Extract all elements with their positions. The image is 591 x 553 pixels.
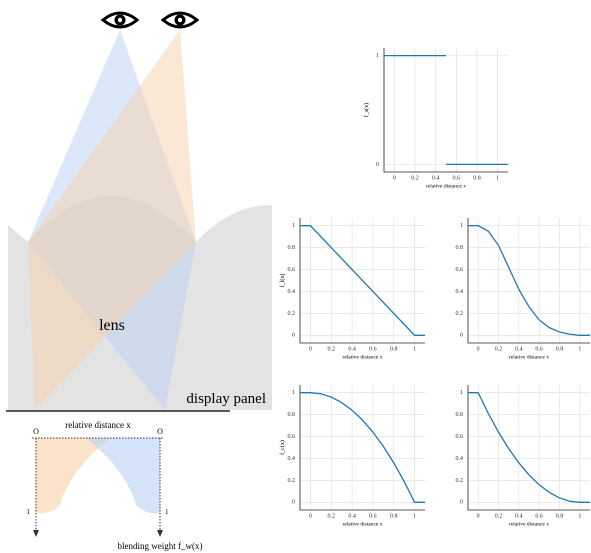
x-tick-label: 0.6 bbox=[535, 346, 543, 352]
y-axis-label: f_s(x) bbox=[363, 103, 370, 117]
axis bbox=[468, 218, 590, 343]
data-line bbox=[300, 393, 425, 503]
x-tick-label: 0.8 bbox=[473, 175, 481, 181]
y-tick-label: 0.4 bbox=[288, 456, 296, 462]
diagram: lens display panel relative distance x O… bbox=[6, 13, 272, 551]
y-tick-label: 0.8 bbox=[288, 412, 296, 418]
x-tick-label: 0 bbox=[309, 513, 312, 519]
y-tick-label: 0 bbox=[292, 500, 295, 506]
axis bbox=[384, 48, 508, 172]
x-tick-label: 0.6 bbox=[369, 346, 377, 352]
y-tick-label: 0.4 bbox=[456, 289, 464, 295]
x-tick-label: 0.4 bbox=[432, 175, 440, 181]
x-tick-label: 0.2 bbox=[495, 513, 503, 519]
x-tick-label: 0 bbox=[477, 346, 480, 352]
x-tick-label: 0.6 bbox=[453, 175, 461, 181]
y-axis-label: f_l(x) bbox=[279, 274, 286, 288]
weight-label: blending weight f_w(x) bbox=[118, 541, 203, 551]
y-axis-label: f_c(x) bbox=[279, 440, 286, 455]
y-tick-label: 0.2 bbox=[288, 478, 296, 484]
x-tick-label: 0.8 bbox=[556, 513, 564, 519]
x-tick-label: 0.8 bbox=[556, 346, 564, 352]
x-tick-label: 1 bbox=[413, 346, 416, 352]
chart: 0 0.2 0.4 0.6 0.8 1 0 0.2 0.4 0.6 0.8 1 relative dis… bbox=[456, 385, 591, 527]
eye-left bbox=[103, 13, 137, 27]
x-tick-label: 0 bbox=[393, 175, 396, 181]
arrow-head bbox=[33, 530, 39, 537]
data-line bbox=[468, 393, 590, 503]
arrow-head bbox=[157, 530, 163, 537]
data-line bbox=[384, 56, 508, 165]
y-tick-label: 0 bbox=[376, 162, 379, 168]
chart: 0 0.2 0.4 0.6 0.8 1 0 0.2 0.4 0.6 0.8 1 relative dis… bbox=[279, 385, 425, 527]
x-axis-label: relative distance x bbox=[342, 354, 382, 360]
x-tick-label: 0.4 bbox=[348, 513, 356, 519]
x-tick-label: 0.4 bbox=[515, 513, 523, 519]
x-axis-label: relative distance x bbox=[509, 521, 549, 527]
y-tick-label: 0.2 bbox=[288, 311, 296, 317]
y-tick-label: 0.8 bbox=[456, 412, 464, 418]
x-tick-label: 0.4 bbox=[515, 346, 523, 352]
data-line bbox=[468, 226, 590, 336]
x-tick-label: 1 bbox=[496, 175, 499, 181]
x-tick-label: 0.8 bbox=[390, 513, 398, 519]
chart: 0 0.2 0.4 0.6 0.8 1 0 0.2 0.4 0.6 0.8 1 relative dis… bbox=[456, 218, 591, 360]
figure: lens display panel relative distance x O… bbox=[0, 0, 591, 553]
y-tick-label: 0 bbox=[292, 333, 295, 339]
x-tick-label: 0.2 bbox=[328, 346, 336, 352]
y-tick-label: 0.2 bbox=[456, 311, 464, 317]
y-tick-label: 1 bbox=[292, 223, 295, 229]
x-tick-label: 0.2 bbox=[495, 346, 503, 352]
blue-weight bbox=[86, 438, 160, 513]
y-tick-label: 1 bbox=[460, 390, 463, 396]
y-tick-label: 0.6 bbox=[456, 434, 464, 440]
origin-label: O bbox=[33, 427, 39, 436]
y-tick-label: 0.8 bbox=[288, 245, 296, 251]
y-tick-label: 0 bbox=[460, 333, 463, 339]
axis bbox=[300, 385, 425, 510]
orange-weight bbox=[36, 438, 110, 513]
y-tick-label: 1 bbox=[376, 53, 379, 59]
eye-right bbox=[163, 13, 197, 27]
y-tick-label: 0.4 bbox=[288, 289, 296, 295]
x-tick-label: 0.6 bbox=[535, 513, 543, 519]
y-tick-label: 1 bbox=[460, 223, 463, 229]
one-label: 1 bbox=[165, 508, 169, 516]
x-tick-label: 0.2 bbox=[328, 513, 336, 519]
x-tick-label: 0.4 bbox=[348, 346, 356, 352]
data-line bbox=[300, 226, 425, 336]
y-tick-label: 0 bbox=[460, 500, 463, 506]
y-tick-label: 0.6 bbox=[288, 434, 296, 440]
chart: 0 0.2 0.4 0.6 0.8 1 0 1 relative distance x f_s(x… bbox=[363, 48, 508, 189]
x-tick-label: 0 bbox=[309, 346, 312, 352]
y-tick-label: 0.4 bbox=[456, 456, 464, 462]
x-axis-label: relative distance x bbox=[342, 521, 382, 527]
axis-label: relative distance x bbox=[65, 420, 131, 430]
lens-label: lens bbox=[99, 317, 125, 334]
y-tick-label: 1 bbox=[292, 390, 295, 396]
x-axis-label: relative distance x bbox=[509, 354, 549, 360]
chart: 0 0.2 0.4 0.6 0.8 1 0 0.2 0.4 0.6 0.8 1 relative dis… bbox=[279, 218, 425, 360]
x-axis-label: relative distance x bbox=[426, 183, 466, 189]
y-tick-label: 0.2 bbox=[456, 478, 464, 484]
x-tick-label: 0.2 bbox=[411, 175, 419, 181]
x-tick-label: 1 bbox=[578, 513, 581, 519]
page: {"diagram": {"lens": "lens", "panel": "d… bbox=[0, 0, 591, 553]
panel-label: display panel bbox=[186, 391, 266, 407]
x-tick-label: 1 bbox=[413, 513, 416, 519]
x-tick-label: 0.8 bbox=[390, 346, 398, 352]
x-tick-label: 0 bbox=[477, 513, 480, 519]
y-tick-label: 0.8 bbox=[456, 245, 464, 251]
y-tick-label: 0.6 bbox=[288, 267, 296, 273]
x-tick-label: 1 bbox=[578, 346, 581, 352]
y-tick-label: 0.6 bbox=[456, 267, 464, 273]
one-label: 1 bbox=[27, 508, 31, 516]
origin-label: O bbox=[157, 427, 163, 436]
axis bbox=[468, 385, 590, 510]
x-tick-label: 0.6 bbox=[369, 513, 377, 519]
